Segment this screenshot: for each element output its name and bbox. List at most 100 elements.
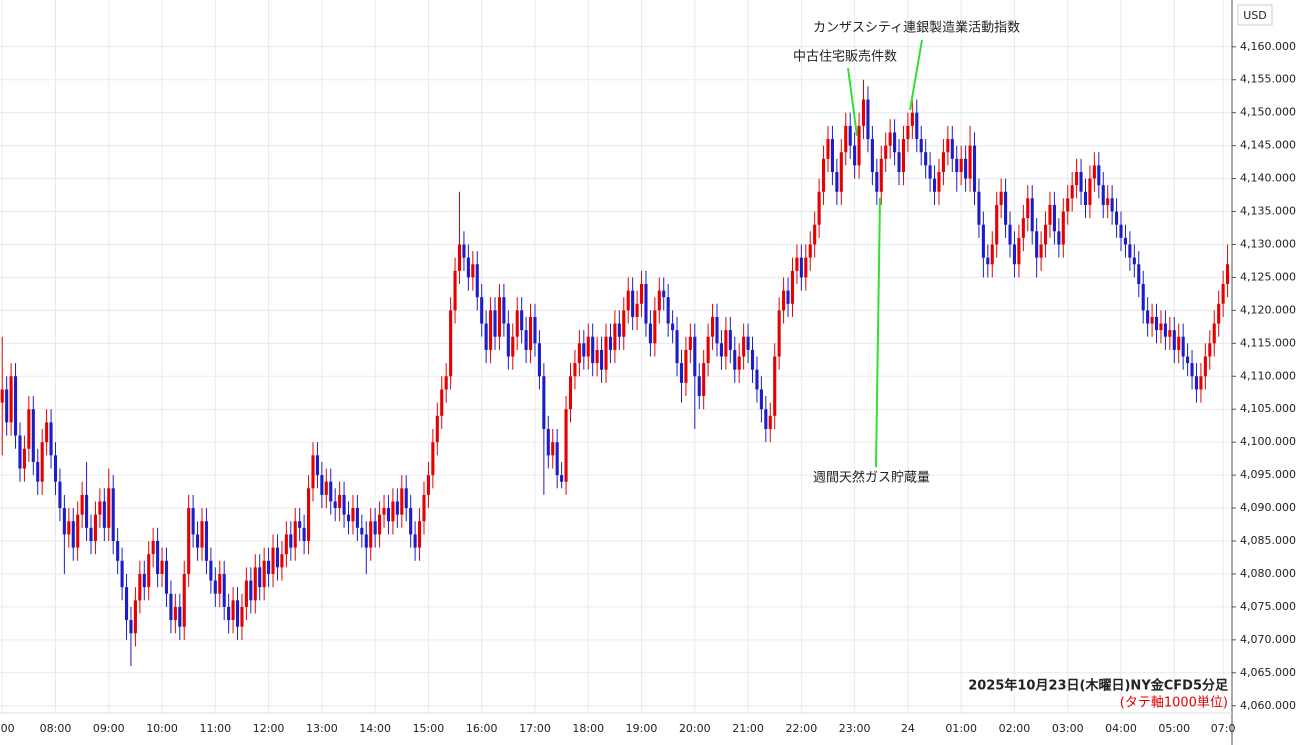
x-tick-label: 11:00 bbox=[199, 722, 231, 735]
candle-body bbox=[417, 521, 422, 548]
candle-body bbox=[258, 567, 262, 588]
candle-body bbox=[1221, 284, 1225, 304]
annotation-leader bbox=[847, 67, 858, 137]
candle-body bbox=[1083, 191, 1088, 205]
x-tick-label: 01:00 bbox=[945, 722, 977, 735]
candle-body bbox=[604, 336, 608, 370]
candle-body bbox=[89, 527, 93, 542]
candle-body bbox=[795, 257, 799, 271]
candle-body bbox=[76, 514, 80, 548]
candle-body bbox=[98, 501, 102, 515]
y-tick-label: 4,125.000 bbox=[1240, 270, 1296, 283]
candle-body bbox=[9, 376, 13, 423]
candle-body bbox=[71, 521, 75, 548]
candle-body bbox=[169, 593, 173, 621]
candle-body bbox=[1097, 165, 1101, 186]
y-tick-label: 4,095.000 bbox=[1240, 468, 1296, 481]
x-tick-label: 08:00 bbox=[40, 722, 72, 735]
currency-box bbox=[1237, 4, 1273, 26]
x-tick-label: 18:00 bbox=[572, 722, 604, 735]
x-tick-label: 17:00 bbox=[519, 722, 551, 735]
candle-body bbox=[591, 336, 595, 364]
candle-body bbox=[1119, 224, 1123, 238]
candle-body bbox=[435, 415, 439, 443]
candle-body bbox=[635, 303, 639, 317]
candle-body bbox=[595, 349, 599, 364]
candle-body bbox=[280, 554, 284, 568]
candle-body bbox=[453, 270, 457, 311]
y-tick-label: 4,130.000 bbox=[1240, 237, 1296, 250]
candle-body bbox=[537, 343, 541, 377]
candle-body bbox=[679, 363, 684, 383]
candle-body bbox=[617, 323, 621, 337]
candle-body bbox=[1194, 376, 1199, 390]
candle-body bbox=[520, 310, 524, 331]
candle-body bbox=[289, 534, 293, 548]
candle-body bbox=[53, 455, 58, 482]
candle-body bbox=[36, 461, 40, 482]
candle-body bbox=[133, 600, 137, 634]
candle-body bbox=[937, 171, 941, 192]
candle-body bbox=[573, 363, 577, 377]
candle-body bbox=[1181, 336, 1185, 357]
candle-body bbox=[489, 310, 493, 350]
candle-body bbox=[684, 349, 688, 383]
candle-body bbox=[1092, 165, 1096, 179]
candle-body bbox=[1048, 204, 1052, 225]
candle-body bbox=[457, 244, 462, 271]
candle-body bbox=[626, 290, 630, 311]
candle-body bbox=[422, 494, 426, 522]
y-tick-label: 4,100.000 bbox=[1240, 435, 1296, 448]
candle-body bbox=[924, 152, 928, 166]
candle-body bbox=[302, 527, 306, 542]
candle-body bbox=[835, 171, 839, 192]
candle-body bbox=[227, 606, 231, 621]
candle-body bbox=[1154, 316, 1159, 331]
y-tick-label: 4,120.000 bbox=[1240, 303, 1296, 316]
candle-body bbox=[329, 481, 333, 502]
candle-body bbox=[27, 409, 31, 449]
candle-body bbox=[600, 349, 604, 370]
candle-body bbox=[777, 310, 781, 357]
candle-body bbox=[369, 521, 373, 548]
candle-body bbox=[622, 310, 626, 337]
candle-body bbox=[1026, 198, 1030, 219]
candle-body bbox=[706, 336, 710, 364]
candle-body bbox=[49, 422, 53, 456]
candle-body bbox=[528, 316, 533, 350]
candle-body bbox=[1217, 303, 1221, 324]
candle-body bbox=[338, 494, 342, 509]
candle-body bbox=[1190, 363, 1194, 377]
candle-body bbox=[786, 290, 790, 304]
y-tick-label: 4,145.000 bbox=[1240, 139, 1296, 152]
candle-body bbox=[941, 152, 945, 172]
footnote: 2025年10月23日(木曜日)NY金CFD5分足 bbox=[968, 678, 1229, 694]
candle-body bbox=[200, 521, 204, 548]
candle-body bbox=[378, 514, 382, 535]
candle-body bbox=[231, 600, 235, 621]
candle-body bbox=[959, 158, 963, 172]
candle-body bbox=[1088, 178, 1092, 205]
candle-body bbox=[391, 501, 395, 522]
candle-body bbox=[40, 442, 44, 482]
candle-body bbox=[222, 573, 226, 607]
candle-body bbox=[613, 323, 617, 350]
candle-body bbox=[697, 376, 701, 397]
candle-body bbox=[93, 514, 98, 542]
candle-body bbox=[608, 336, 613, 350]
candle-body bbox=[755, 369, 759, 390]
candle-body bbox=[582, 343, 586, 357]
candle-body bbox=[431, 442, 435, 476]
candle-body bbox=[750, 349, 755, 370]
candle-body bbox=[728, 330, 732, 350]
x-tick-label: 07:0 bbox=[1211, 722, 1236, 735]
candle-body bbox=[271, 547, 275, 574]
candle-body bbox=[857, 125, 861, 166]
candle-body bbox=[919, 139, 923, 153]
candle-body bbox=[129, 620, 133, 634]
candle-body bbox=[497, 297, 502, 337]
x-tick-label: 12:00 bbox=[253, 722, 285, 735]
candle-body bbox=[124, 587, 129, 621]
candle-body bbox=[648, 323, 652, 344]
candle-body bbox=[542, 376, 546, 429]
